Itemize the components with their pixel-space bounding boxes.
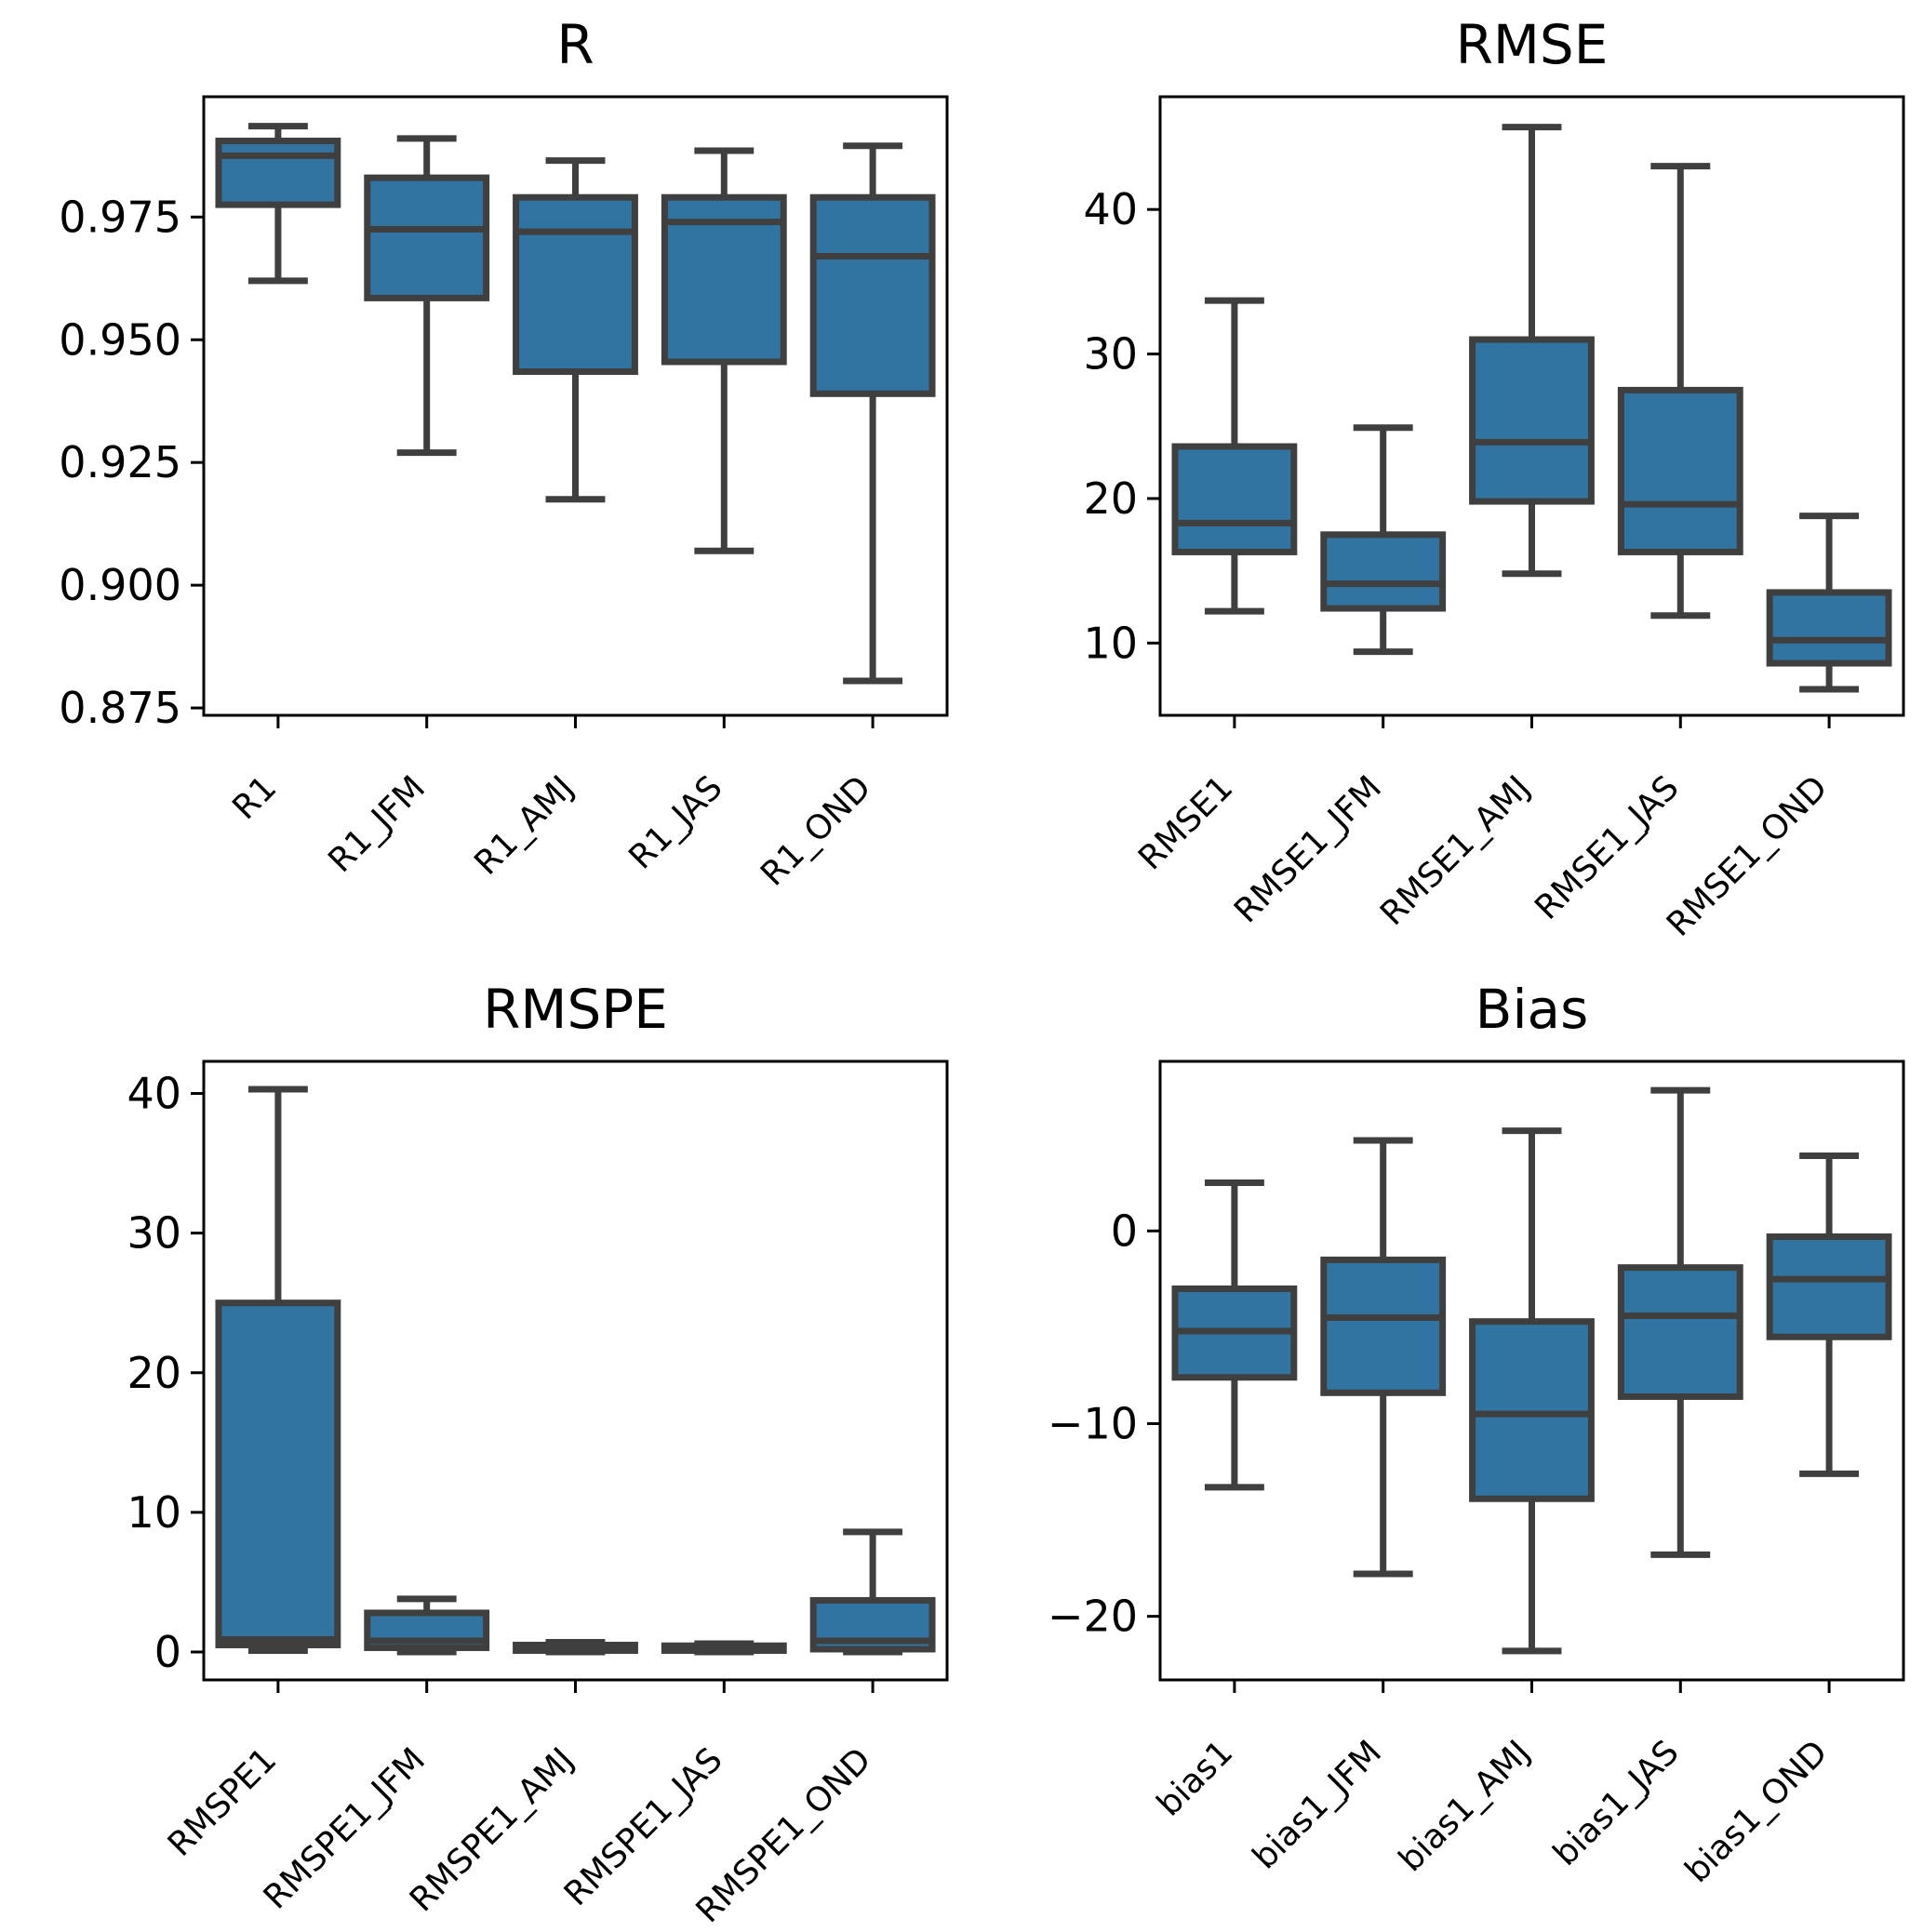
y-tick-label: 30 [127,1208,181,1259]
y-tick-label: 0.925 [59,437,181,487]
panel-title: R [556,13,594,76]
y-tick-label: 10 [127,1487,181,1538]
box [1171,443,1298,555]
y-tick-label: 30 [1083,329,1138,380]
y-tick-label: 0 [154,1627,181,1677]
panel-title: Bias [1476,978,1589,1041]
box [1469,1318,1595,1502]
box [1320,1256,1447,1396]
box [513,193,638,376]
box [1766,589,1892,667]
y-tick-label: 0.875 [59,683,181,733]
y-tick-label: 20 [127,1348,181,1398]
box [1320,531,1447,612]
box [215,1299,341,1648]
panel-title: RMSE [1456,13,1609,76]
box [1617,1264,1743,1400]
axes-frame [1158,1059,1905,1682]
box [1617,386,1743,555]
axes-frame [202,1059,949,1682]
y-tick-label: 10 [1083,618,1138,668]
y-tick-label: 40 [127,1069,181,1119]
y-tick-label: 0.950 [59,314,181,365]
box [809,193,936,397]
box [1469,336,1595,505]
y-tick-label: −20 [1048,1592,1138,1642]
panel-title: RMSPE [483,978,668,1041]
box [215,138,341,208]
y-tick-label: −10 [1048,1398,1138,1448]
box [1766,1233,1892,1340]
y-tick-label: 0 [1111,1206,1138,1256]
axes-frame [202,95,949,717]
y-tick-label: 20 [1083,473,1138,524]
y-tick-label: 0.900 [59,560,181,610]
box [364,174,490,301]
y-tick-label: 40 [1083,184,1138,234]
axes-frame [1158,95,1905,717]
y-tick-label: 0.975 [59,192,181,242]
